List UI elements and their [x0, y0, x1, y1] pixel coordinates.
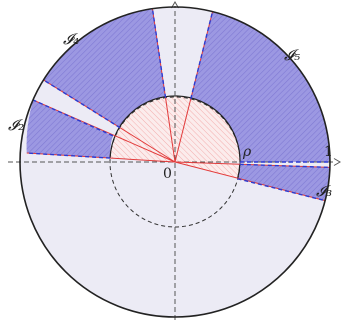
label-one: 1 [324, 144, 333, 160]
horizontal-axis-arrow [334, 159, 340, 166]
label-i5: 𝓘₅ [284, 46, 300, 64]
label-i2: 𝓘₂ [8, 116, 24, 134]
label-i3: 𝓘₃ [316, 182, 332, 200]
label-origin: 0 [163, 166, 172, 182]
label-rho: ρ [242, 144, 252, 160]
label-i4: 𝓘₄ [63, 30, 79, 48]
